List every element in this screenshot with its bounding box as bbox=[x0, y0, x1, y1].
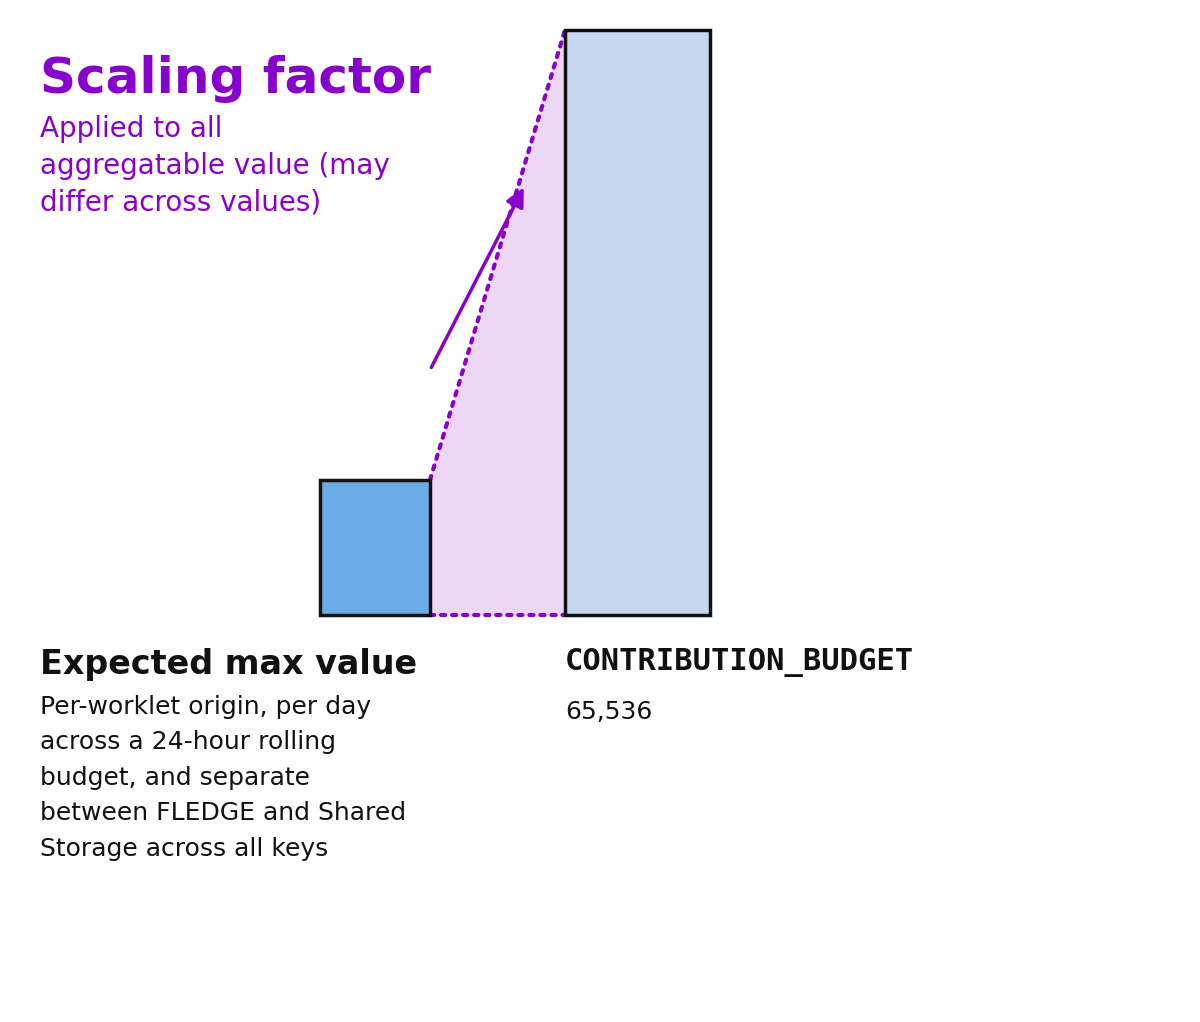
Bar bbox=[320, 480, 430, 615]
Text: Applied to all
aggregatable value (may
differ across values): Applied to all aggregatable value (may d… bbox=[40, 115, 390, 217]
Text: CONTRIBUTION_BUDGET: CONTRIBUTION_BUDGET bbox=[565, 648, 914, 677]
Text: Expected max value: Expected max value bbox=[40, 648, 418, 681]
Polygon shape bbox=[430, 30, 565, 615]
Text: Scaling factor: Scaling factor bbox=[40, 55, 431, 103]
Text: 65,536: 65,536 bbox=[565, 700, 653, 724]
Text: Per-worklet origin, per day
across a 24-hour rolling
budget, and separate
betwee: Per-worklet origin, per day across a 24-… bbox=[40, 695, 406, 861]
Bar bbox=[565, 30, 710, 615]
